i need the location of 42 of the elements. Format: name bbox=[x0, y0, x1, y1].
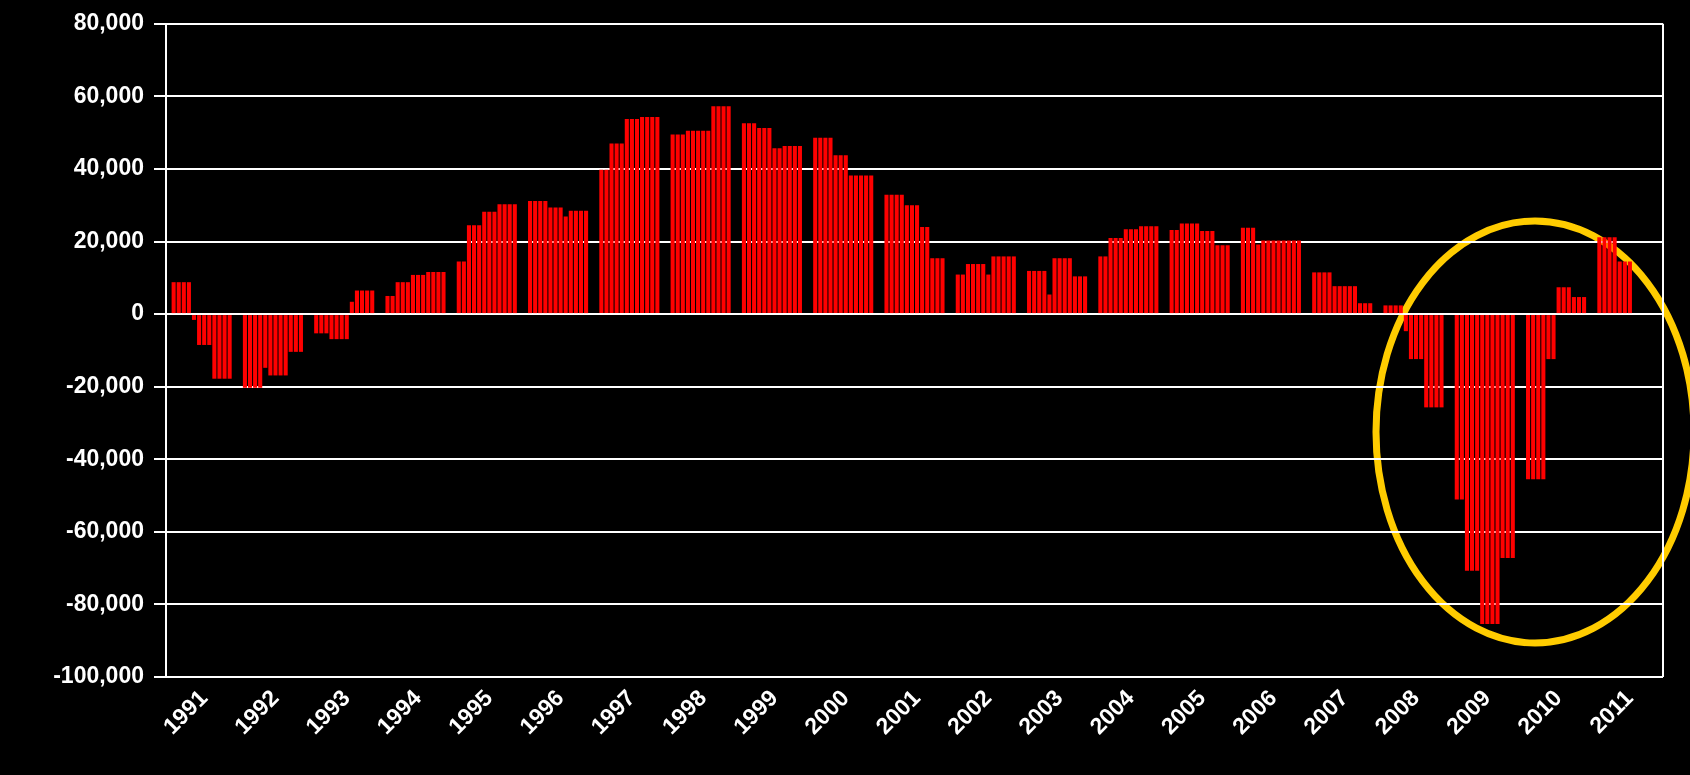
bar bbox=[1510, 315, 1515, 558]
y-tick-label: -60,000 bbox=[65, 517, 144, 544]
bar bbox=[186, 282, 191, 314]
bar bbox=[1133, 229, 1139, 314]
bar bbox=[344, 315, 349, 340]
bar bbox=[1627, 261, 1632, 314]
bar bbox=[1098, 256, 1103, 314]
bar bbox=[1296, 240, 1301, 314]
bar bbox=[797, 146, 802, 314]
y-tick-label: 80,000 bbox=[73, 9, 144, 36]
y-tick-label: -40,000 bbox=[65, 444, 144, 471]
y-tick-label: 60,000 bbox=[73, 81, 144, 108]
y-tick-label: -100,000 bbox=[53, 662, 144, 689]
y-tick-label: 20,000 bbox=[73, 226, 144, 253]
bar bbox=[314, 315, 319, 334]
bar bbox=[1245, 227, 1251, 314]
bar bbox=[726, 106, 731, 314]
y-tick-label: -80,000 bbox=[65, 589, 144, 616]
bar bbox=[1576, 297, 1582, 314]
bar bbox=[599, 169, 604, 314]
bar bbox=[1011, 256, 1016, 314]
bar bbox=[578, 210, 584, 314]
bar bbox=[1526, 315, 1531, 480]
bar bbox=[298, 315, 303, 352]
y-tick-label: 40,000 bbox=[73, 154, 144, 181]
y-tick-label: 0 bbox=[131, 299, 144, 326]
bar bbox=[1597, 237, 1602, 314]
bar bbox=[1189, 223, 1195, 314]
bar bbox=[1077, 276, 1083, 314]
bar bbox=[1225, 245, 1230, 314]
bar bbox=[512, 204, 517, 314]
y-tick-label: -20,000 bbox=[65, 372, 144, 399]
bar bbox=[746, 123, 752, 314]
bar bbox=[227, 315, 232, 379]
bar bbox=[813, 137, 818, 314]
bar bbox=[634, 118, 640, 314]
bar bbox=[1027, 270, 1032, 314]
bar bbox=[690, 130, 696, 314]
bar bbox=[247, 315, 253, 388]
bar bbox=[528, 200, 533, 314]
bar bbox=[1398, 305, 1403, 314]
bar bbox=[1312, 272, 1317, 314]
